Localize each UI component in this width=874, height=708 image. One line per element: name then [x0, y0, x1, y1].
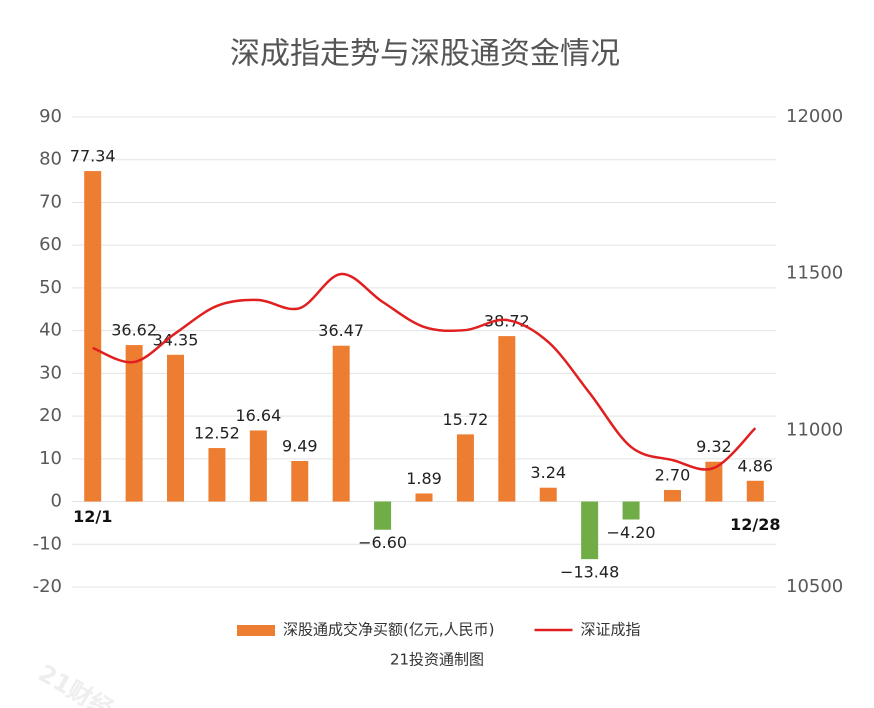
- x-tick-label: 12/28: [730, 515, 780, 534]
- y-tick-label: -20: [33, 576, 62, 597]
- bar: [332, 345, 350, 502]
- data-label: 9.32: [696, 437, 732, 456]
- bar: [456, 434, 474, 502]
- data-label: 9.49: [282, 436, 318, 455]
- bar: [208, 448, 226, 502]
- data-label: 1.89: [406, 469, 442, 488]
- bar: [746, 480, 764, 502]
- bar: [539, 487, 557, 502]
- source: 21投资通制图: [390, 651, 484, 669]
- data-label: 16.64: [235, 406, 281, 425]
- bar: [581, 501, 599, 560]
- data-label: 15.72: [443, 410, 489, 429]
- y-tick-label: 40: [39, 320, 62, 341]
- legend-label: 深股通成交净买额(亿元,人民币): [283, 621, 494, 639]
- bar: [498, 336, 516, 502]
- bar: [622, 501, 640, 520]
- line: [92, 272, 757, 471]
- bar: [663, 490, 681, 502]
- watermark: 21财经: [34, 659, 118, 708]
- data-label: −6.60: [358, 533, 407, 552]
- data-label: 36.47: [318, 321, 364, 340]
- bar: [84, 171, 102, 502]
- data-label: 4.86: [737, 456, 773, 475]
- data-label: 77.34: [70, 147, 116, 166]
- y-tick-label: 70: [39, 191, 62, 212]
- bar: [167, 354, 185, 502]
- y-tick-label: 60: [39, 234, 62, 255]
- y-tick-label: 30: [39, 362, 62, 383]
- bar: [415, 493, 433, 502]
- y-tick-label: 0: [51, 491, 62, 512]
- bar: [291, 460, 309, 502]
- y-tick-label: 50: [39, 277, 62, 298]
- y-tick-label: 20: [39, 405, 62, 426]
- y2-tick-label: 11000: [786, 419, 843, 440]
- data-label: 3.24: [530, 463, 566, 482]
- bar: [705, 461, 723, 502]
- data-label: −13.48: [560, 563, 619, 582]
- y-tick-label: -10: [33, 533, 62, 554]
- y-tick-label: 80: [39, 149, 62, 170]
- legend-swatch: [237, 625, 275, 636]
- chart-title: 深成指走势与深股通资金情况: [230, 37, 620, 72]
- data-label: 34.35: [153, 330, 199, 349]
- y2-tick-label: 10500: [786, 576, 843, 597]
- y-tick-label: 90: [39, 106, 62, 127]
- y2-tick-label: 12000: [786, 106, 843, 127]
- data-label: 12.52: [194, 424, 240, 443]
- data-label: 2.70: [655, 466, 691, 485]
- data-label: −4.20: [607, 523, 656, 542]
- y-tick-label: 10: [39, 448, 62, 469]
- bar: [374, 501, 392, 530]
- data-label: 36.62: [111, 321, 157, 340]
- legend-label: 深证成指: [580, 621, 640, 639]
- bar: [249, 430, 267, 502]
- x-tick-label: 12/1: [73, 507, 112, 526]
- y2-tick-label: 11500: [786, 263, 843, 284]
- bar: [125, 345, 143, 502]
